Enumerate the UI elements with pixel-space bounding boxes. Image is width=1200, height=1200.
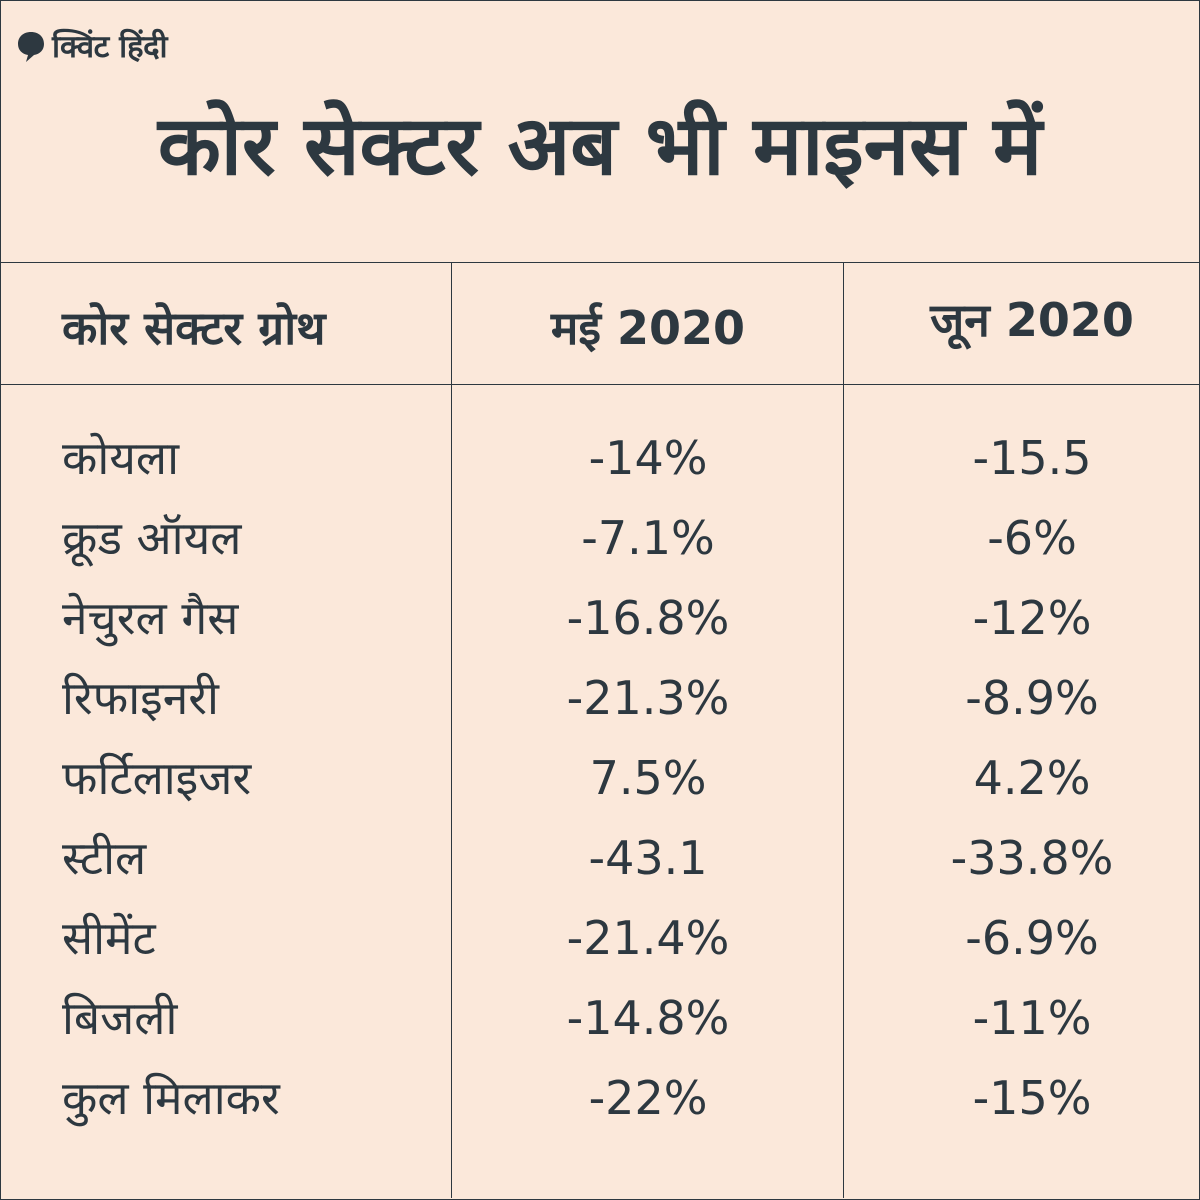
brand-logo: क्विंट हिंदी [16,28,168,65]
column-header-may: मई 2020 [550,301,746,355]
cell-june-2020: -15.5 [972,431,1092,485]
page-title: कोर सेक्टर अब भी माइनस में [157,99,1043,194]
column-divider-1 [451,262,452,1198]
cell-june-2020: -6.9% [965,911,1099,965]
column-header-june: जून 2020 [930,293,1134,347]
cell-june-2020: -15% [972,1071,1092,1125]
row-label: सीमेंट [62,911,156,965]
cell-may-2020: -7.1% [581,511,715,565]
cell-june-2020: -11% [972,991,1092,1045]
row-label: रिफाइनरी [62,671,219,725]
cell-may-2020: -16.8% [566,591,730,645]
row-label: स्टील [62,831,147,885]
row-label: कुल मिलाकर [62,1071,280,1125]
row-label: क्रूड ऑयल [62,511,242,565]
cell-may-2020: -21.4% [566,911,730,965]
cell-may-2020: -43.1 [588,831,708,885]
cell-june-2020: -6% [987,511,1077,565]
cell-may-2020: -21.3% [566,671,730,725]
row-label: कोयला [62,431,180,485]
cell-june-2020: -12% [972,591,1092,645]
column-divider-2 [843,262,844,1198]
row-label: नेचुरल गैस [62,591,239,645]
cell-june-2020: 4.2% [973,751,1091,805]
row-label: फर्टिलाइजर [62,751,252,805]
cell-june-2020: -33.8% [950,831,1114,885]
cell-may-2020: -14% [588,431,708,485]
brand-name: क्विंट हिंदी [52,28,168,65]
cell-may-2020: 7.5% [589,751,707,805]
row-label: बिजली [62,991,178,1045]
cell-may-2020: -14.8% [566,991,730,1045]
header-divider [0,384,1200,385]
title-divider [0,262,1200,263]
column-header-sector: कोर सेक्टर ग्रोथ [62,301,326,355]
cell-may-2020: -22% [588,1071,708,1125]
cell-june-2020: -8.9% [965,671,1099,725]
quint-speech-bubble-icon [18,32,44,62]
